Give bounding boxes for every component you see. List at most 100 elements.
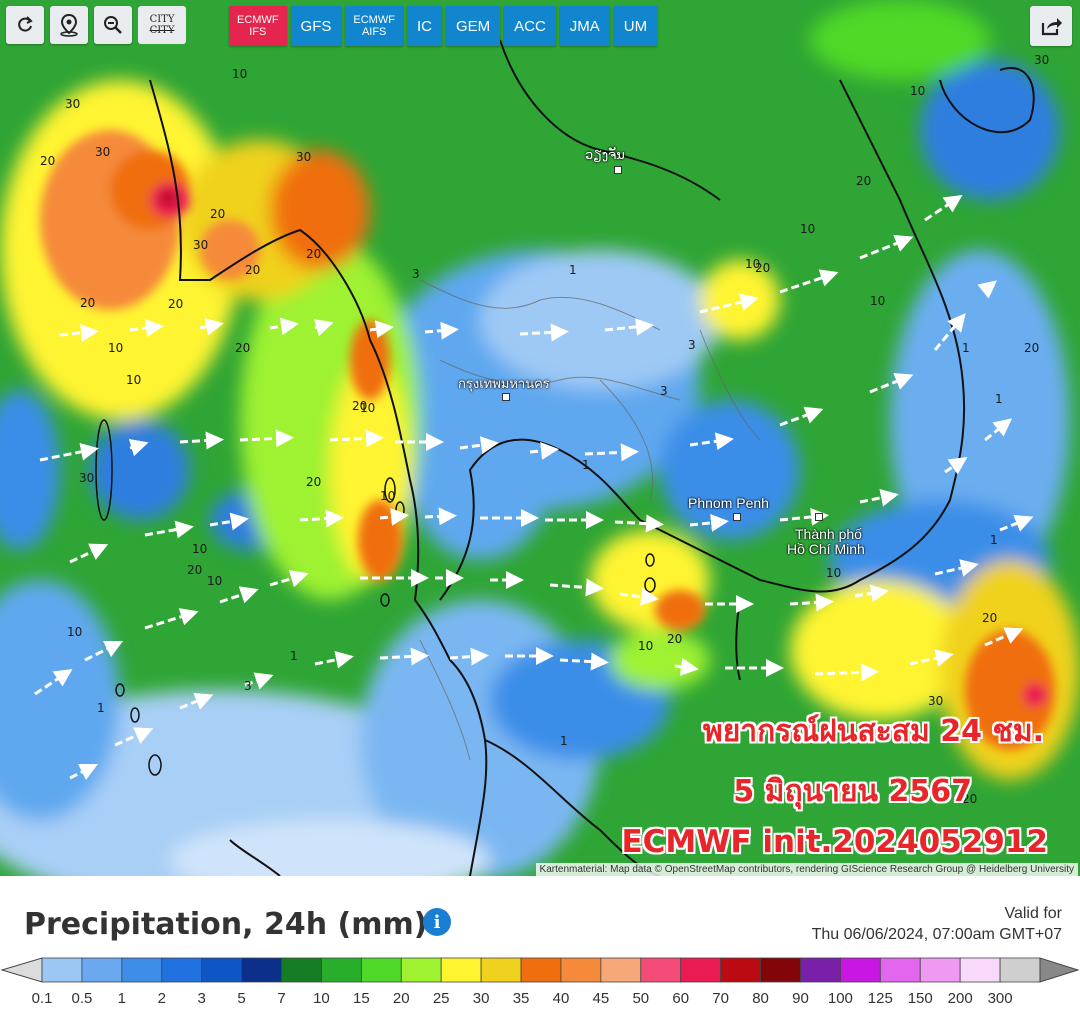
bangkok-marker xyxy=(502,393,510,401)
legend-tick-label: 80 xyxy=(752,990,769,1007)
refresh-button[interactable] xyxy=(6,6,44,44)
contour-label: 30 xyxy=(193,238,208,252)
contour-label: 30 xyxy=(65,97,80,111)
contour-label: 10 xyxy=(745,257,760,271)
phnom-penh-marker xyxy=(733,513,741,521)
phnom-penh-label: Phnom Penh xyxy=(688,495,769,511)
legend-tick-label: 150 xyxy=(907,990,933,1007)
map-toolbar: CITY CITY xyxy=(6,6,186,46)
model-button-label: IC xyxy=(416,17,432,35)
contour-label: 10 xyxy=(380,489,395,503)
legend-tick-label: 1 xyxy=(117,990,126,1007)
legend-swatch xyxy=(161,957,203,983)
legend-tick-label: 30 xyxy=(472,990,490,1007)
legend-swatch xyxy=(560,957,602,983)
city-toggle-button[interactable]: CITY CITY xyxy=(138,6,186,44)
contour-label: 30 xyxy=(95,145,110,159)
model-button-ecmwf-aifs[interactable]: ECMWF AIFS xyxy=(345,6,403,46)
legend-tick-label: 5 xyxy=(237,990,246,1007)
legend-swatch xyxy=(680,957,722,983)
refresh-icon xyxy=(18,16,33,32)
contour-label: 30 xyxy=(79,471,94,485)
contour-label: 1 xyxy=(97,701,105,715)
model-init-label: ECMWF init.2024052912 xyxy=(621,824,1048,860)
model-button-acc[interactable]: ACC xyxy=(504,6,556,46)
model-button-label: GEM xyxy=(455,17,491,35)
valid-datetime: Thu 06/06/2024, 07:00am GMT+07 xyxy=(811,926,1062,943)
model-button-gfs[interactable]: GFS xyxy=(290,6,342,46)
bangkok-label: กรุงเทพมหานคร xyxy=(458,376,550,391)
info-icon[interactable]: i xyxy=(423,908,451,936)
model-button-label: ACC xyxy=(514,17,546,35)
vientiane-label: ວຽງຈັນ xyxy=(585,147,625,162)
legend-color-scale xyxy=(0,957,1080,983)
city-toggle-bottom: CITY xyxy=(149,25,175,36)
contour-label: 10 xyxy=(67,625,82,639)
contour-label: 1 xyxy=(990,533,998,547)
contour-label: 3 xyxy=(412,267,420,281)
zoom-out-button[interactable] xyxy=(94,6,132,44)
legend-swatch xyxy=(321,957,362,983)
legend-tick-label: 35 xyxy=(512,990,530,1007)
legend-ticks: 0.1 0.5 1 2 3 5 7 10 15 20 25 30 35 40 45 50 60 70 80 90 100… xyxy=(0,990,1080,1010)
legend-swatch xyxy=(720,957,761,983)
model-button-label: GFS xyxy=(300,17,332,35)
contour-label: 1 xyxy=(582,458,590,472)
legend-swatch xyxy=(919,957,961,983)
hcm-marker xyxy=(815,513,823,521)
contour-label: 20 xyxy=(168,297,183,311)
contour-label: 1 xyxy=(560,734,568,748)
legend-swatch xyxy=(440,957,482,983)
model-button-sublabel: AIFS xyxy=(361,26,387,38)
contour-label: 20 xyxy=(352,399,367,413)
contour-label: 10 xyxy=(826,566,841,580)
legend-swatch xyxy=(41,957,83,983)
zoom-out-icon xyxy=(104,16,122,34)
legend-swatch xyxy=(600,957,642,983)
contour-label: 30 xyxy=(296,150,311,164)
legend-tick-label: 0.1 xyxy=(31,990,53,1007)
model-button-gem[interactable]: GEM xyxy=(445,6,501,46)
model-button-um[interactable]: UM xyxy=(613,6,658,46)
location-button[interactable] xyxy=(50,6,88,44)
contour-label: 20 xyxy=(962,792,977,806)
forecast-title-thai: พยากรณ์ฝนสะสม 24 ชม. xyxy=(702,714,1044,749)
contour-label: 20 xyxy=(755,261,770,275)
hcm-label-line2: Hồ Chí Minh xyxy=(787,541,865,557)
contour-label: 1 xyxy=(962,341,970,355)
precipitation-map[interactable]: 30 20 30 10 20 20 30 30 20 20 20 10 20 10 10 30 20 10 10 20… xyxy=(0,0,1080,876)
legend-tick-label: 10 xyxy=(313,990,330,1007)
hcm-label-line1: Thành phố xyxy=(795,526,862,542)
legend-tick-label: 90 xyxy=(792,990,809,1007)
contour-label: 20 xyxy=(210,207,225,221)
model-selector: ECMWF IFS GFS ECMWF AIFS IC GEM ACC JMA UM xyxy=(229,6,658,46)
contour-label: 10 xyxy=(638,639,653,653)
model-button-label: ECMWF xyxy=(237,14,279,26)
legend-swatch xyxy=(520,957,562,983)
share-button[interactable] xyxy=(1030,6,1072,46)
contour-label: 1 xyxy=(995,392,1003,406)
legend-swatch xyxy=(800,957,841,983)
contour-label: 20 xyxy=(856,174,871,188)
contour-label: 10 xyxy=(192,542,207,556)
contour-label: 3 xyxy=(688,338,696,352)
model-button-jma[interactable]: JMA xyxy=(559,6,610,46)
legend-swatch xyxy=(760,957,801,983)
legend-tick-label: 300 xyxy=(987,990,1013,1007)
contour-label: 20 xyxy=(982,611,997,625)
legend-swatch xyxy=(281,957,322,983)
model-button-ecmwf-ifs[interactable]: ECMWF IFS xyxy=(229,6,287,46)
legend-tick-label: 3 xyxy=(197,990,206,1007)
contour-label: 10 xyxy=(360,401,375,415)
model-button-ic[interactable]: IC xyxy=(406,6,442,46)
vientiane-marker xyxy=(614,166,622,174)
contour-label: 20 xyxy=(245,263,260,277)
legend-tick-label: 2 xyxy=(157,990,166,1007)
contour-label: 3 xyxy=(660,384,668,398)
share-icon xyxy=(1041,18,1062,36)
legend-tick-label: 60 xyxy=(672,990,690,1007)
map-attribution: Kartenmaterial: Map data © OpenStreetMap… xyxy=(535,863,1078,876)
contour-label: 20 xyxy=(306,475,321,489)
contour-label: 30 xyxy=(928,694,943,708)
